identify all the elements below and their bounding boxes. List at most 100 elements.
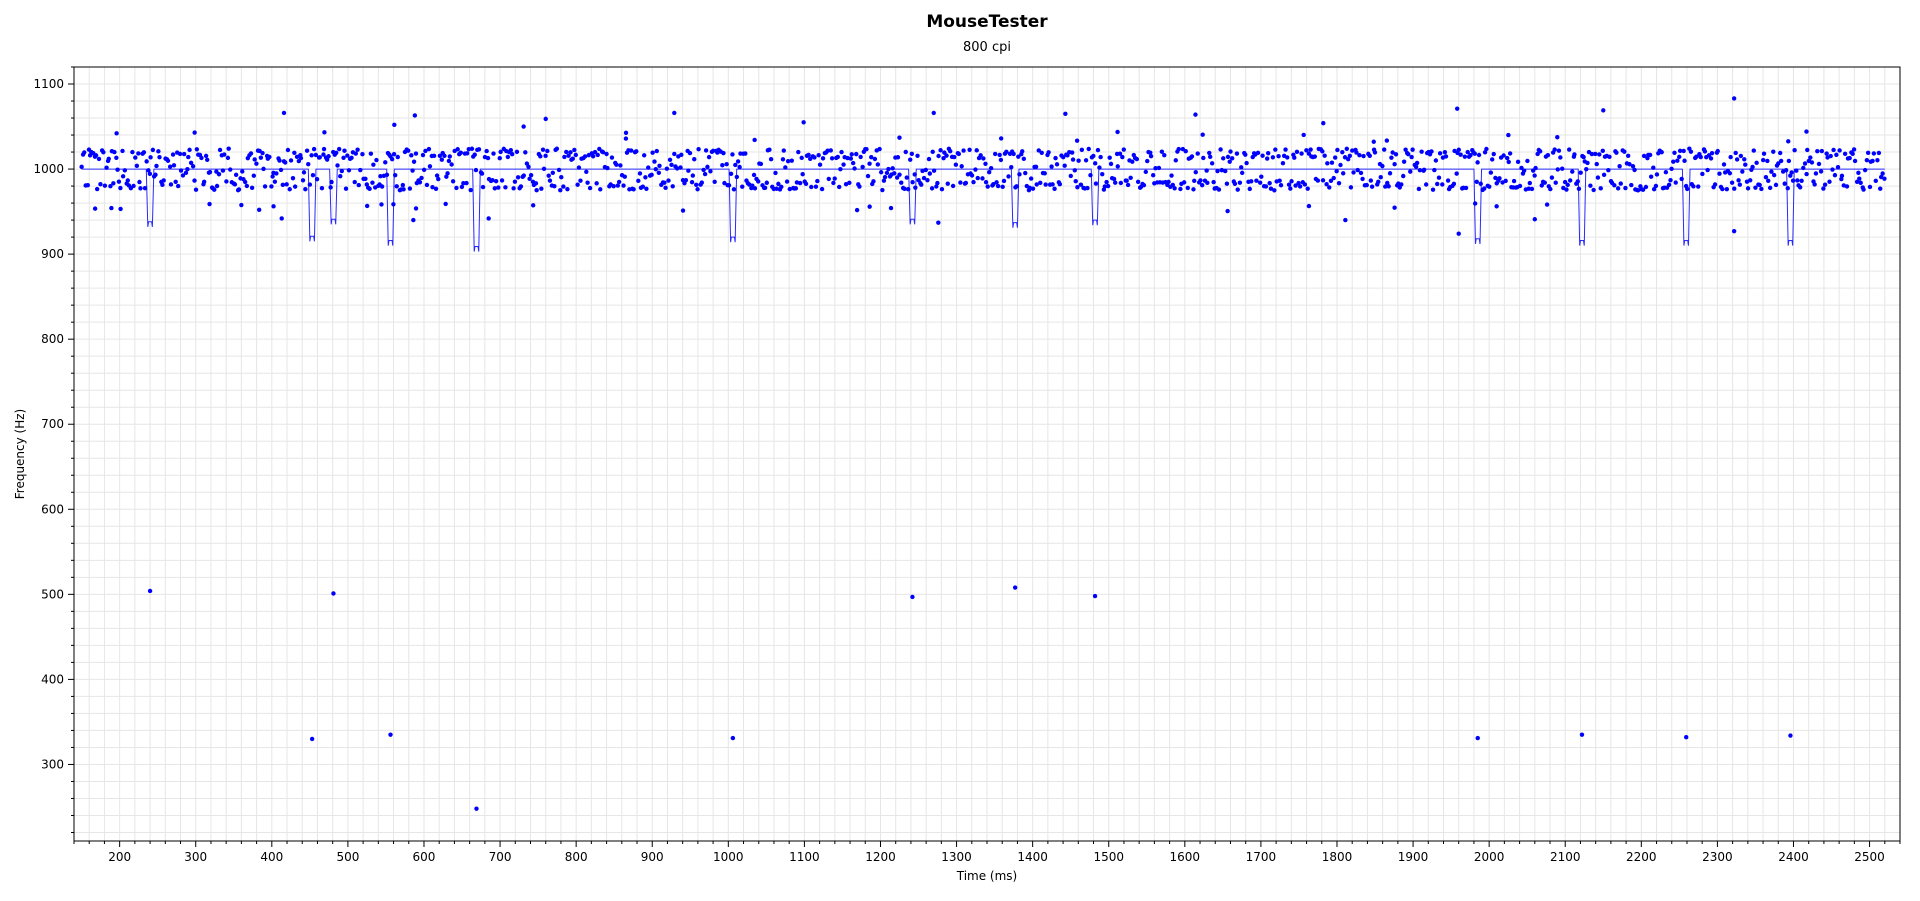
- data-point: [1682, 158, 1687, 163]
- data-point: [1178, 186, 1183, 192]
- data-point: [927, 171, 933, 176]
- data-point: [527, 176, 532, 181]
- data-point: [1562, 179, 1568, 185]
- data-point: [508, 148, 514, 153]
- data-point: [1293, 183, 1298, 188]
- data-point: [931, 110, 936, 116]
- data-point: [1738, 153, 1744, 159]
- data-point: [1028, 176, 1034, 181]
- data-point: [311, 146, 317, 152]
- data-point: [171, 163, 177, 168]
- data-point: [1857, 176, 1862, 181]
- data-point: [1237, 180, 1243, 185]
- data-point: [1301, 132, 1306, 138]
- data-point: [615, 183, 621, 188]
- grid-lines: [73, 66, 1901, 841]
- data-point: [646, 165, 651, 170]
- data-point: [1506, 132, 1511, 138]
- data-point: [154, 163, 159, 169]
- data-point: [497, 155, 502, 161]
- data-point: [1878, 186, 1883, 191]
- data-point: [1700, 171, 1705, 177]
- data-point: [1381, 147, 1387, 152]
- data-point: [193, 187, 199, 192]
- data-point: [175, 183, 181, 189]
- data-point: [961, 148, 966, 153]
- data-point: [292, 184, 298, 189]
- data-point: [1107, 155, 1112, 160]
- data-point: [1372, 150, 1378, 155]
- data-point: [1228, 149, 1233, 154]
- data-point: [880, 187, 885, 193]
- data-point: [1731, 96, 1737, 101]
- data-point: [1076, 158, 1081, 163]
- data-point: [925, 177, 930, 183]
- data-point: [1737, 182, 1743, 187]
- data-point: [1229, 156, 1235, 161]
- data-point: [1327, 185, 1332, 190]
- data-point: [134, 163, 140, 169]
- data-point: [812, 155, 817, 160]
- frequency-point-series: [79, 96, 1887, 811]
- x-tick-label: 1500: [1093, 850, 1124, 864]
- data-point: [1862, 167, 1868, 173]
- data-point: [1320, 149, 1325, 154]
- data-point: [1600, 148, 1605, 154]
- data-point: [652, 159, 657, 164]
- data-point: [1380, 163, 1385, 169]
- data-point: [115, 167, 120, 172]
- data-point: [1647, 152, 1653, 158]
- data-point: [1288, 186, 1293, 191]
- data-point: [1589, 151, 1595, 157]
- data-point: [352, 179, 357, 185]
- data-point: [1565, 182, 1570, 188]
- data-point: [1053, 155, 1058, 161]
- data-point: [417, 180, 423, 185]
- data-point: [473, 167, 479, 173]
- data-point: [116, 179, 122, 184]
- data-point: [1553, 180, 1558, 185]
- data-point: [1442, 149, 1448, 155]
- data-point: [781, 148, 786, 153]
- data-point: [1576, 186, 1582, 191]
- data-point: [1830, 167, 1835, 172]
- data-point: [1709, 151, 1715, 156]
- data-point: [1873, 178, 1878, 184]
- data-point: [939, 187, 945, 192]
- data-point: [442, 153, 447, 158]
- data-point: [1102, 184, 1108, 189]
- data-point: [346, 168, 352, 173]
- data-point: [1440, 182, 1445, 187]
- data-point: [573, 152, 579, 158]
- data-point: [131, 183, 136, 189]
- x-tick-label: 300: [184, 850, 207, 864]
- data-point: [1585, 160, 1590, 166]
- data-point: [141, 150, 147, 155]
- data-point: [904, 175, 909, 180]
- data-point: [146, 168, 151, 173]
- data-point: [411, 217, 416, 223]
- data-point: [1612, 183, 1617, 188]
- data-point: [493, 179, 499, 184]
- data-point: [279, 216, 284, 221]
- data-point: [1383, 184, 1388, 189]
- data-point: [1100, 171, 1105, 177]
- data-point: [514, 149, 520, 155]
- data-point: [445, 171, 450, 176]
- data-point: [1340, 149, 1345, 155]
- data-point: [1648, 174, 1654, 179]
- data-point: [1808, 155, 1813, 160]
- data-point: [392, 122, 397, 128]
- data-point: [1074, 138, 1080, 143]
- data-point: [1785, 186, 1790, 191]
- data-point: [1685, 186, 1690, 192]
- data-point: [468, 187, 473, 193]
- data-point: [1054, 162, 1060, 167]
- data-point: [902, 186, 907, 192]
- data-point: [1006, 174, 1011, 179]
- data-point: [303, 187, 308, 192]
- y-tick-label: 1100: [33, 77, 64, 91]
- data-point: [288, 158, 294, 163]
- data-point: [1821, 186, 1826, 191]
- data-point: [1630, 164, 1636, 169]
